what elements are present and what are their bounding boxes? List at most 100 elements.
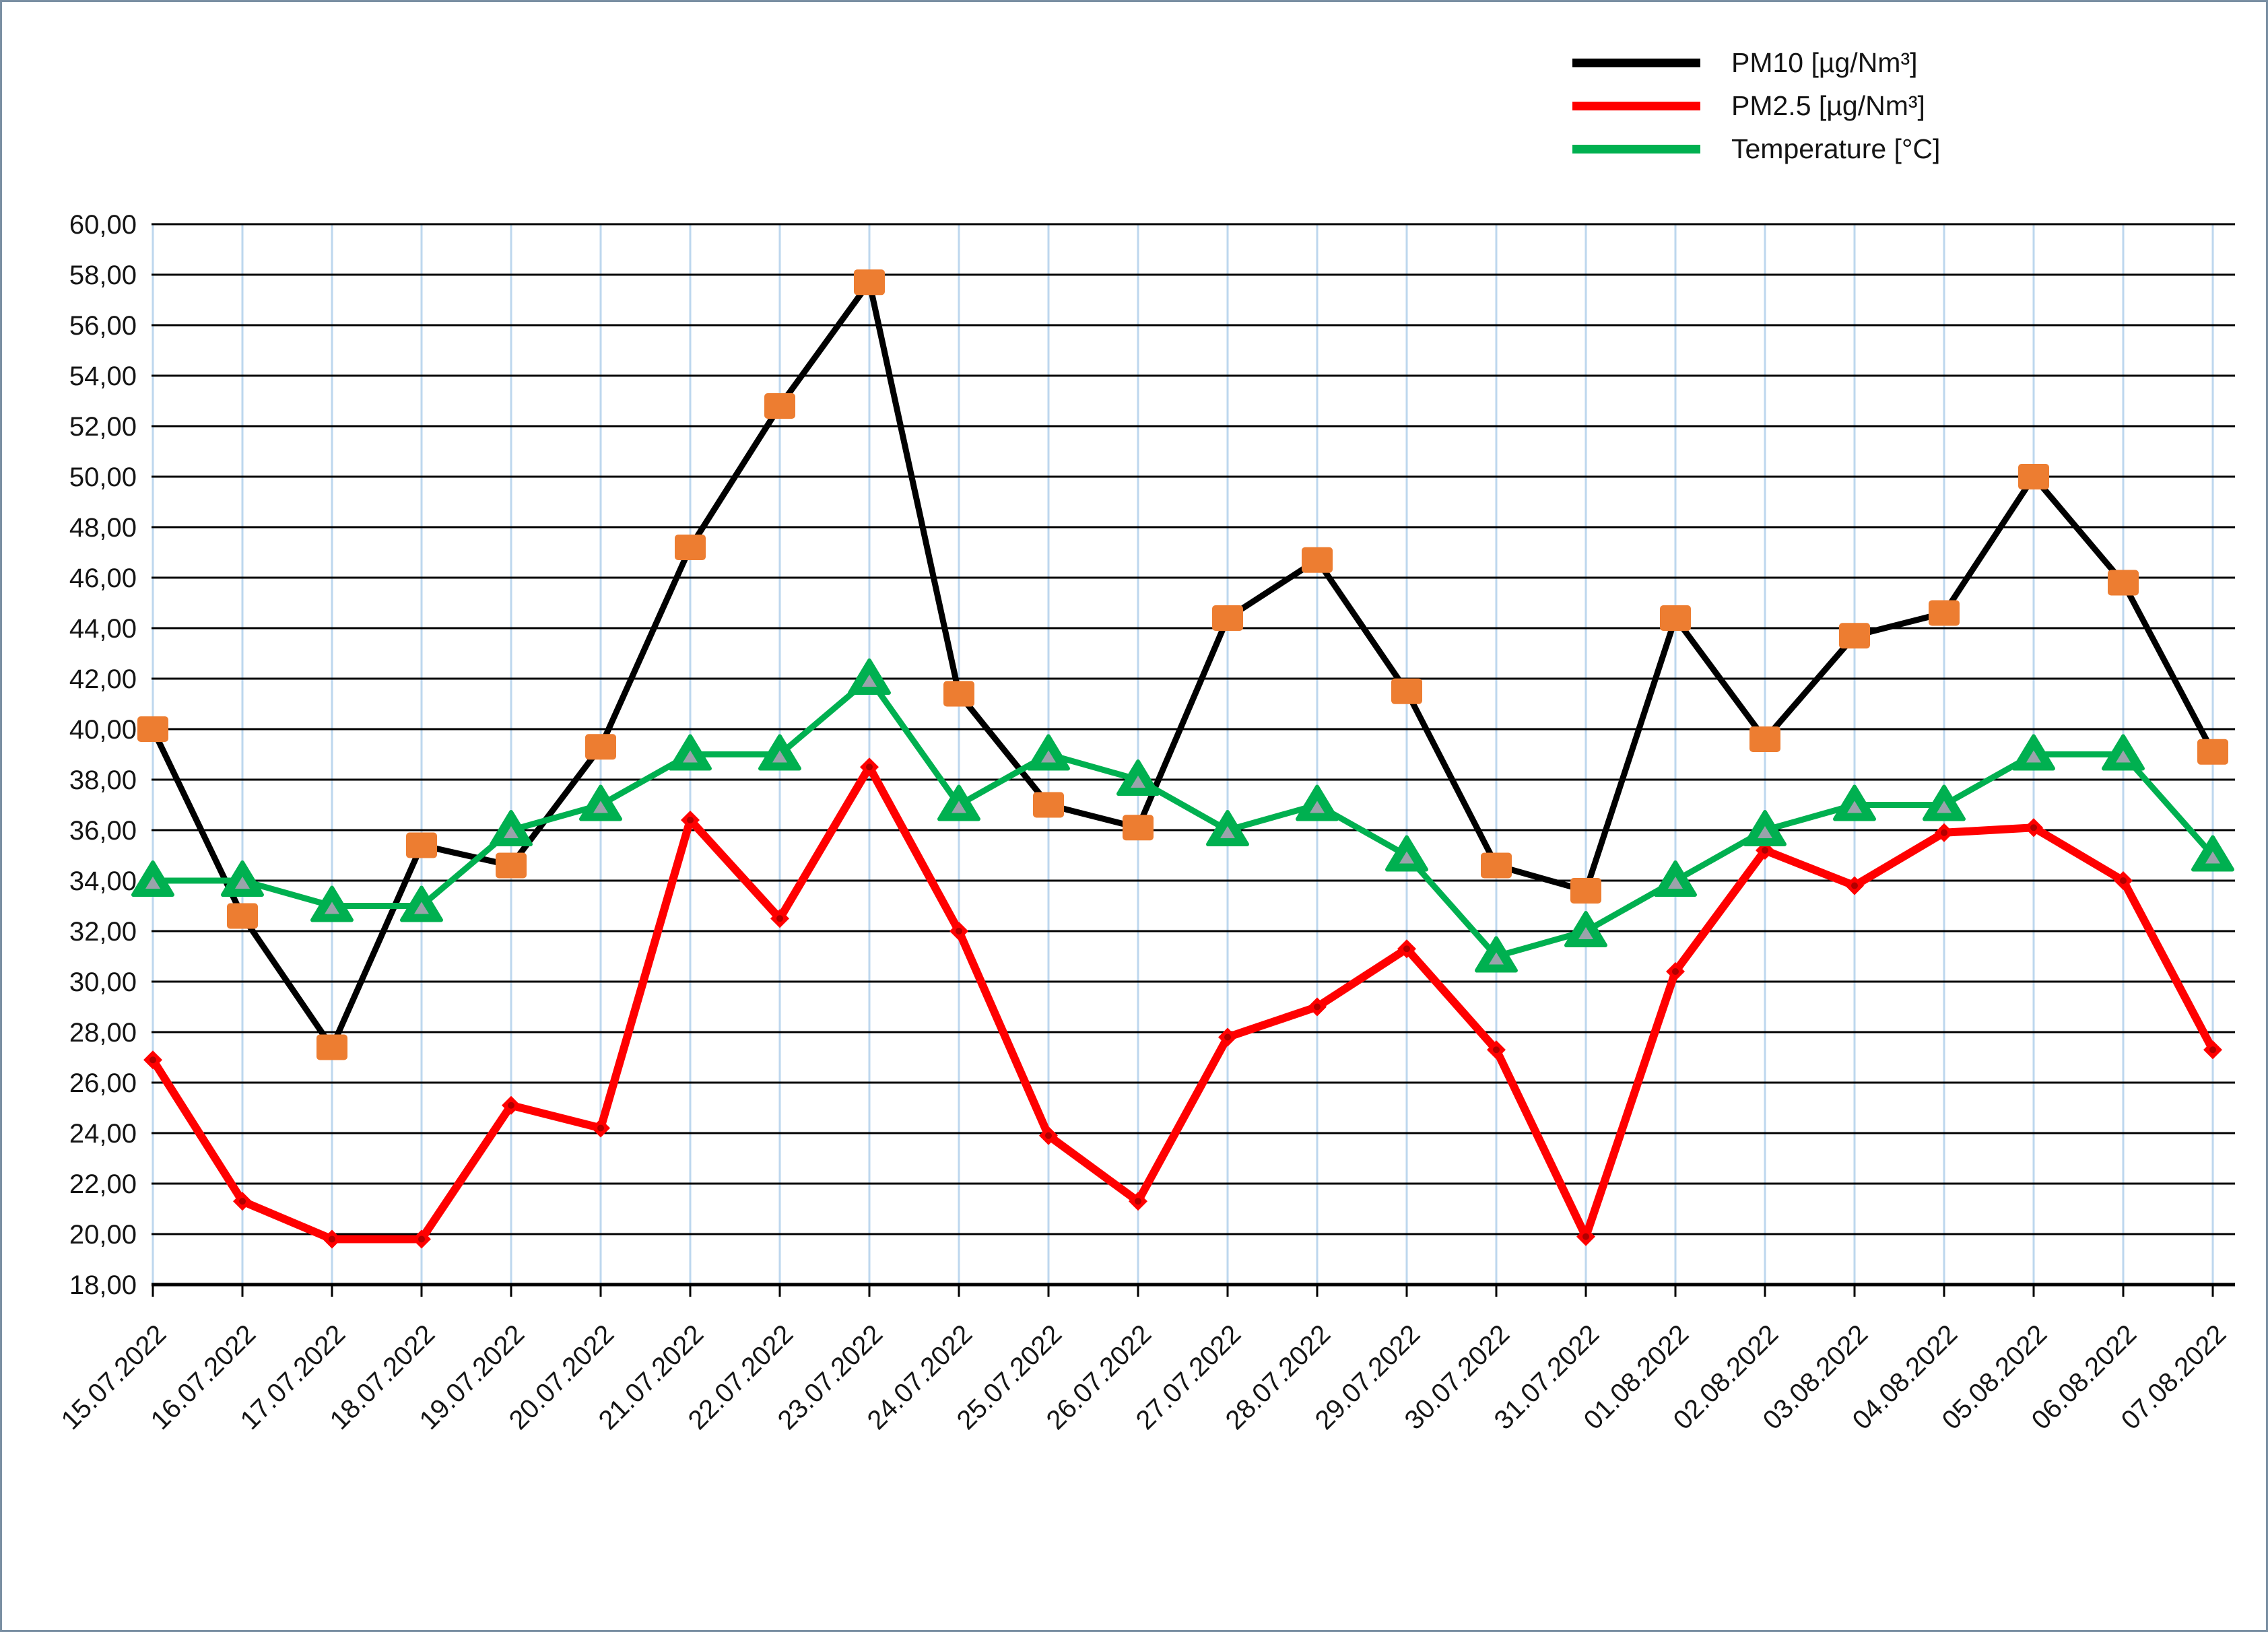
data-point-marker-inner: [2026, 750, 2041, 763]
data-point-marker-dot: [1224, 1033, 1231, 1041]
data-point-marker: [1033, 792, 1064, 818]
data-point-marker-inner: [1578, 927, 1593, 939]
legend-key-temperature: [1572, 144, 1700, 154]
data-point-marker: [854, 269, 885, 296]
data-point-marker: [1570, 878, 1601, 904]
data-point-marker: [1660, 605, 1691, 631]
series-line-pm10: [149, 279, 2216, 1050]
data-point-marker-inner: [1131, 776, 1145, 788]
y-tick-label: 20,00: [69, 1220, 137, 1250]
data-point-marker-dot: [776, 915, 783, 922]
data-point-marker: [943, 681, 974, 707]
data-point-marker: [1123, 815, 1154, 841]
data-point-marker-dot: [956, 928, 962, 934]
data-point-marker-dot: [1135, 1198, 1141, 1205]
y-tick-label: 52,00: [69, 412, 137, 442]
y-tick-label: 22,00: [69, 1169, 137, 1199]
data-point-marker-inner: [952, 801, 966, 813]
y-tick-label: 28,00: [69, 1018, 137, 1048]
data-point-marker-dot: [329, 1235, 335, 1243]
legend: PM10 [µg/Nm³] PM2.5 [µg/Nm³] Temperature…: [1572, 41, 1940, 170]
data-point-marker-dot: [239, 1198, 246, 1205]
data-point-marker-inner: [862, 675, 877, 687]
legend-item-temperature: Temperature [°C]: [1572, 127, 1940, 170]
data-point-marker-dot: [597, 1124, 604, 1132]
y-tick-label: 32,00: [69, 917, 137, 947]
y-tick-label: 48,00: [69, 513, 137, 543]
data-point-marker-dot: [1941, 829, 1947, 836]
data-point-marker-dot: [2120, 877, 2127, 884]
data-point-marker-inner: [325, 902, 339, 914]
data-point-marker-dot: [866, 763, 873, 771]
data-point-marker-inner: [2116, 750, 2131, 763]
y-tick-label: 34,00: [69, 866, 137, 896]
y-tick-label: 56,00: [69, 311, 137, 341]
data-point-marker-inner: [772, 750, 787, 763]
data-point-marker-inner: [1937, 801, 1952, 813]
data-point-marker-dot: [1582, 1233, 1589, 1240]
data-point-marker-inner: [1668, 877, 1683, 889]
data-point-marker-dot: [1403, 945, 1410, 953]
legend-key-pm25: [1572, 101, 1700, 110]
legend-label-temperature: Temperature [°C]: [1731, 133, 1941, 164]
data-point-marker-inner: [1310, 801, 1325, 813]
y-tick-label: 58,00: [69, 261, 137, 290]
data-point-marker: [227, 903, 258, 929]
data-point-marker: [2108, 570, 2139, 596]
data-point-marker-inner: [1399, 851, 1414, 864]
data-point-marker-inner: [145, 877, 160, 889]
data-point-marker: [1749, 726, 1780, 752]
data-point-marker: [1212, 605, 1243, 631]
series-line-pm25: [149, 763, 2217, 1244]
data-point-marker-inner: [235, 877, 250, 889]
data-point-marker-inner: [1041, 750, 1056, 763]
data-point-marker-dot: [2209, 1046, 2216, 1054]
data-point-marker: [1391, 678, 1422, 704]
y-tick-label: 36,00: [69, 816, 137, 846]
y-tick-label: 38,00: [69, 766, 137, 795]
y-tick-label: 40,00: [69, 715, 137, 745]
data-point-marker-dot: [1314, 1003, 1321, 1011]
legend-key-pm10: [1572, 58, 1700, 67]
data-point-marker-dot: [508, 1101, 514, 1109]
data-point-marker: [2197, 739, 2228, 765]
data-point-marker-dot: [1493, 1046, 1500, 1054]
legend-label-pm10: PM10 [µg/Nm³]: [1731, 46, 1918, 78]
y-tick-label: 54,00: [69, 362, 137, 391]
data-point-marker-inner: [683, 750, 698, 763]
data-point-marker-dot: [418, 1235, 425, 1243]
data-point-marker-inner: [1758, 826, 1772, 838]
legend-item-pm25: PM2.5 [µg/Nm³]: [1572, 84, 1940, 127]
data-point-marker: [1302, 547, 1333, 573]
y-tick-label: 42,00: [69, 665, 137, 694]
data-point-marker-dot: [1045, 1132, 1052, 1139]
y-tick-label: 44,00: [69, 614, 137, 644]
data-point-marker: [316, 1034, 347, 1060]
data-point-marker-dot: [149, 1056, 156, 1064]
data-point-marker-inner: [2205, 851, 2220, 864]
data-point-marker: [137, 716, 168, 742]
y-tick-label: 50,00: [69, 463, 137, 492]
data-point-marker-dot: [2030, 824, 2037, 831]
y-tick-label: 26,00: [69, 1068, 137, 1098]
data-point-marker: [2018, 464, 2049, 489]
data-point-marker-dot: [1672, 968, 1679, 975]
data-point-marker-inner: [593, 801, 608, 813]
y-tick-label: 60,00: [69, 210, 137, 240]
data-point-marker: [406, 832, 437, 858]
y-tick-label: 18,00: [69, 1270, 137, 1300]
data-point-marker-inner: [1489, 952, 1504, 965]
data-point-marker: [585, 734, 616, 760]
data-point-marker: [496, 852, 527, 879]
data-point-marker-inner: [504, 826, 519, 838]
legend-label-pm25: PM2.5 [µg/Nm³]: [1731, 90, 1925, 121]
data-point-marker: [764, 393, 795, 419]
data-point-marker: [675, 535, 706, 560]
y-tick-label: 24,00: [69, 1119, 137, 1149]
data-point-marker-dot: [1851, 882, 1858, 889]
data-point-marker: [1929, 600, 1960, 626]
data-point-marker-inner: [414, 902, 429, 914]
data-point-marker: [1839, 623, 1870, 649]
